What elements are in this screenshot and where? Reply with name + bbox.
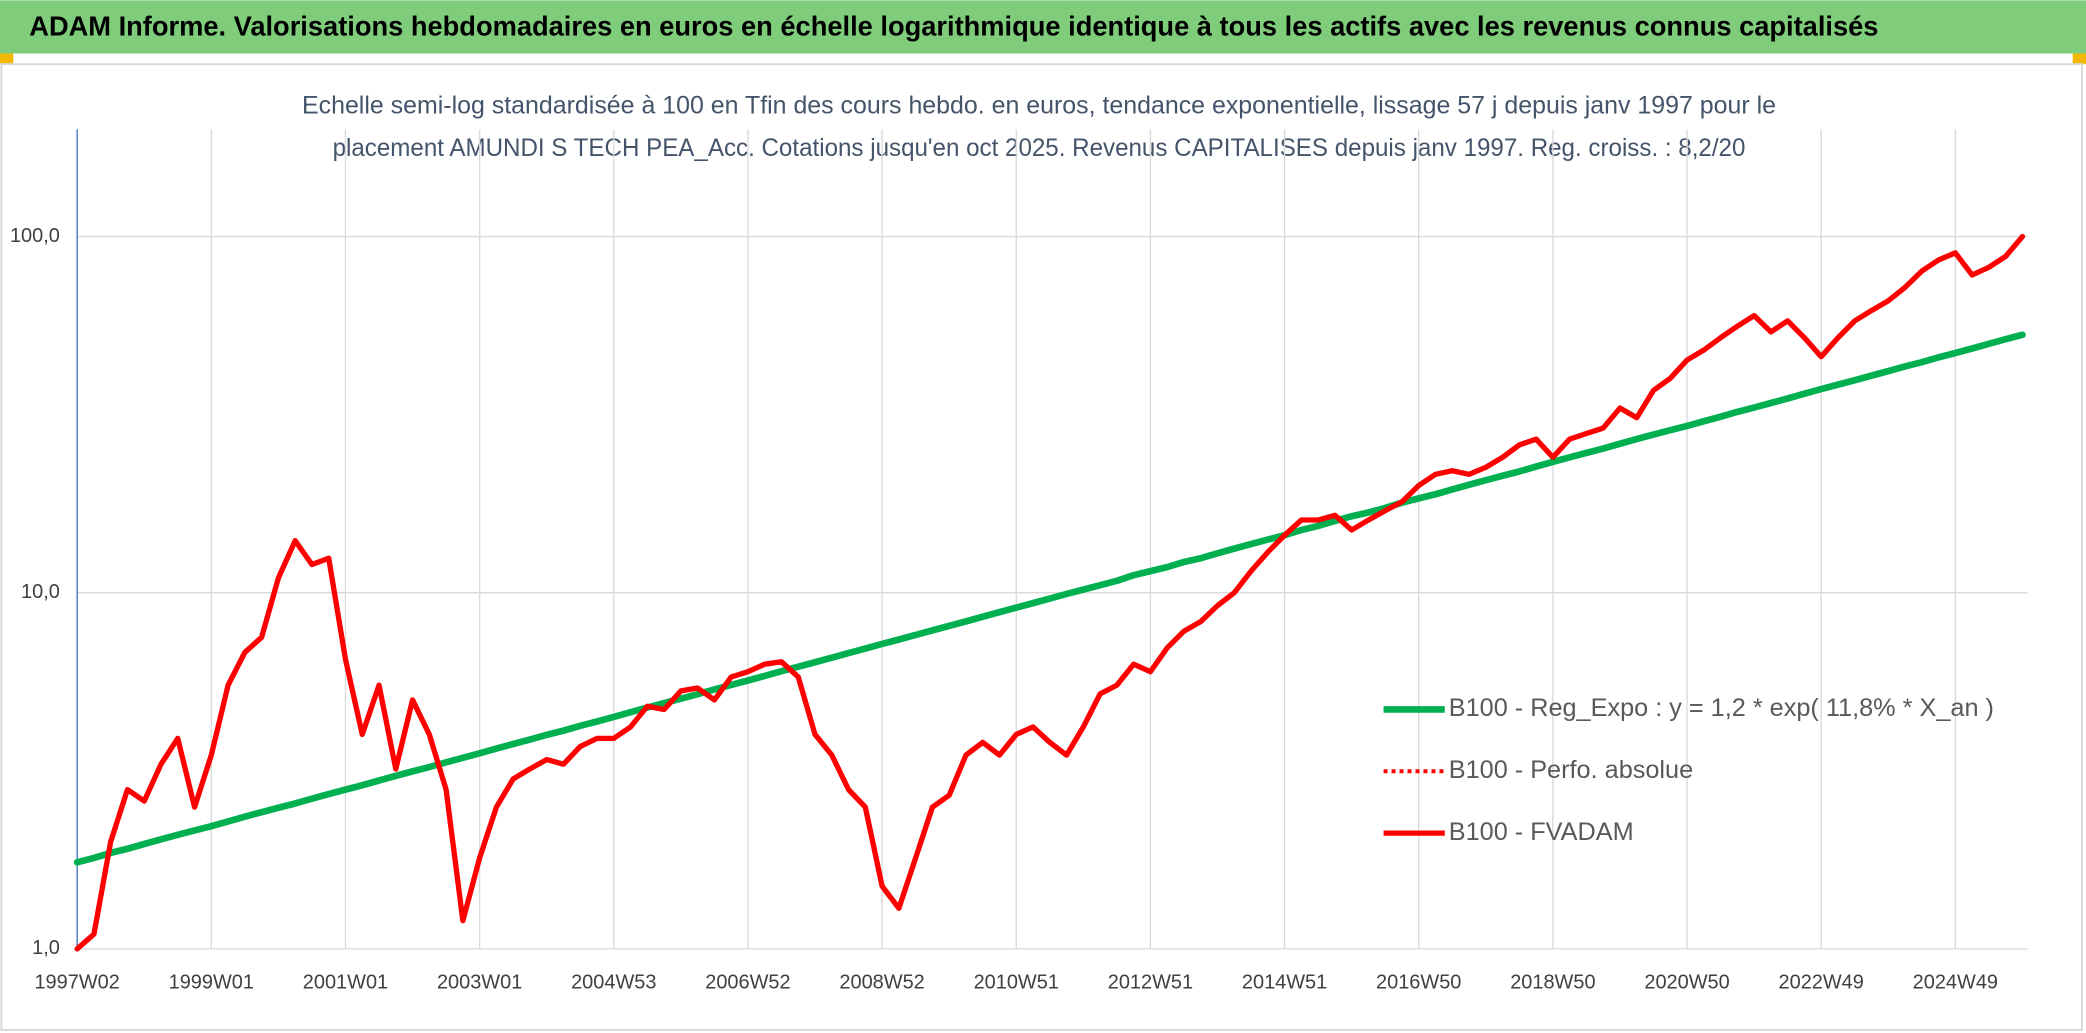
chart-subtitle: placement AMUNDI S TECH PEA_Acc. Cotatio… <box>333 134 1746 162</box>
corner-mark <box>0 53 14 65</box>
x-tick-label: 2024W49 <box>1913 972 1998 994</box>
x-tick-label: 2003W01 <box>437 972 522 994</box>
x-tick-label: 2018W50 <box>1510 972 1595 994</box>
x-tick-label: 2010W51 <box>974 972 1059 994</box>
chart-border <box>0 63 2084 1032</box>
title-bar <box>0 0 2086 54</box>
x-tick-label: 1997W02 <box>34 972 119 994</box>
plot-area: 1997W02 1999W01 2001W01 2003W01 2004W53 2006W… <box>10 129 2028 994</box>
series-line <box>73 331 2026 866</box>
legend-label: B100 - Perfo. absolue <box>1449 756 1693 784</box>
y-tick-label: 10,0 <box>21 581 60 603</box>
legend-label: B100 - FVADAM <box>1449 818 1634 846</box>
x-tick-label: 2001W01 <box>303 972 388 994</box>
corner-mark <box>2072 53 2086 65</box>
x-tick-label: 2008W52 <box>839 972 924 994</box>
y-tick-label: 100,0 <box>10 225 60 247</box>
x-tick-label: 2016W50 <box>1376 972 1461 994</box>
legend-label: B100 - Reg_Expo : y = 1,2 * exp( 11,8% *… <box>1449 694 1994 722</box>
x-tick-label: 2006W52 <box>705 972 790 994</box>
chart-subtitle: Echelle semi-log standardisée à 100 en T… <box>302 91 1776 119</box>
x-tick-label: 2020W50 <box>1644 972 1729 994</box>
chart-title: ADAM Informe. Valorisations hebdomadaire… <box>29 11 1878 42</box>
x-tick-label: 2004W53 <box>571 972 656 994</box>
x-tick-label: 2012W51 <box>1108 972 1193 994</box>
x-tick-label: 2014W51 <box>1242 972 1327 994</box>
y-tick-label: 1,0 <box>32 937 60 959</box>
x-tick-label: 1999W01 <box>169 972 254 994</box>
series-line <box>74 233 2026 952</box>
x-tick-label: 2022W49 <box>1779 972 1864 994</box>
